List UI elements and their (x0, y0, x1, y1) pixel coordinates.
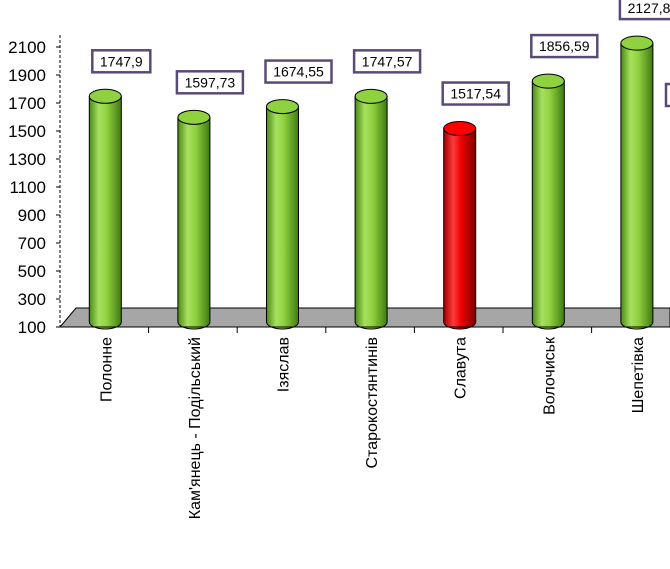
y-tick-label: 700 (18, 234, 46, 253)
category-label: Ізяслав (276, 337, 293, 392)
data-label-box (618, 0, 670, 21)
data-label-box (175, 70, 245, 95)
category-label: Волочиськ (541, 336, 558, 415)
bar (266, 99, 299, 330)
bar-top (620, 35, 654, 51)
bar-body (266, 106, 299, 330)
data-label-box (441, 81, 510, 106)
bar-body (620, 42, 654, 330)
bar (88, 88, 122, 330)
bar (620, 35, 654, 330)
category-label: Славута (453, 337, 470, 399)
data-label-box (530, 33, 599, 59)
bar-body (531, 80, 565, 330)
bar-body (354, 95, 388, 330)
bar-highlight (443, 121, 477, 330)
category-label: Шепетівка (630, 337, 647, 413)
category-label: Полонне (98, 337, 115, 402)
data-label-text: 1747,57 (362, 53, 413, 69)
bar-body (88, 95, 122, 330)
y-tick-label: 1900 (8, 66, 46, 85)
bar-top (354, 88, 388, 104)
bar-top (88, 88, 122, 104)
bar-top (266, 99, 299, 115)
y-tick-label: 1700 (8, 94, 46, 113)
data-label-text: 1747,9 (100, 53, 143, 69)
bar-top (177, 109, 211, 125)
bar (354, 88, 388, 330)
data-label-box (91, 49, 152, 74)
category-label: Кам'янець - Подільський (187, 337, 204, 519)
bars (88, 35, 654, 330)
y-tick-label: 100 (18, 318, 46, 337)
bar-body (177, 116, 211, 330)
data-labels: 1747,9 1597,73 1674,55 1747,57 1517,54 1856,5… (91, 0, 670, 108)
y-axis: 100 300 500 700 900 1100 1300 1500 1700 1900 2100 (8, 35, 61, 337)
data-label: 1747,9 (91, 49, 152, 74)
data-label-box-clipped (664, 82, 670, 108)
data-label-box (352, 49, 422, 74)
data-label-text: 1674,55 (273, 64, 324, 80)
data-label: 2127,87 (618, 0, 670, 21)
data-label: 1517,54 (441, 81, 510, 106)
y-tick-label: 1100 (9, 178, 46, 197)
data-label: 1747,57 (352, 49, 422, 74)
bar-top (443, 121, 477, 137)
data-label-text: 1517,54 (450, 86, 501, 102)
data-label-box (264, 59, 333, 84)
data-label: 1674,55 (264, 59, 333, 84)
y-tick-label: 900 (18, 206, 46, 225)
data-label-text: 1597,73 (185, 74, 236, 90)
data-label-text: 1856,59 (539, 38, 590, 54)
bar (177, 109, 211, 330)
bar-top (531, 73, 565, 89)
data-label-text: 2127,87 (628, 0, 670, 16)
bar-body (443, 128, 477, 330)
y-tick-label: 1300 (8, 150, 46, 169)
y-tick-label: 1500 (8, 122, 46, 141)
data-label: 1597,73 (175, 70, 245, 95)
y-tick-label: 500 (18, 262, 46, 281)
data-label: 1856,59 (530, 33, 599, 59)
y-tick-label: 300 (18, 290, 46, 309)
y-tick-label: 2100 (8, 38, 46, 57)
category-label: Старокостянтинів (364, 337, 381, 468)
bar (531, 73, 565, 330)
category-labels: Полонне Кам'янець - Подільський Ізяслав Ста… (60, 326, 670, 519)
